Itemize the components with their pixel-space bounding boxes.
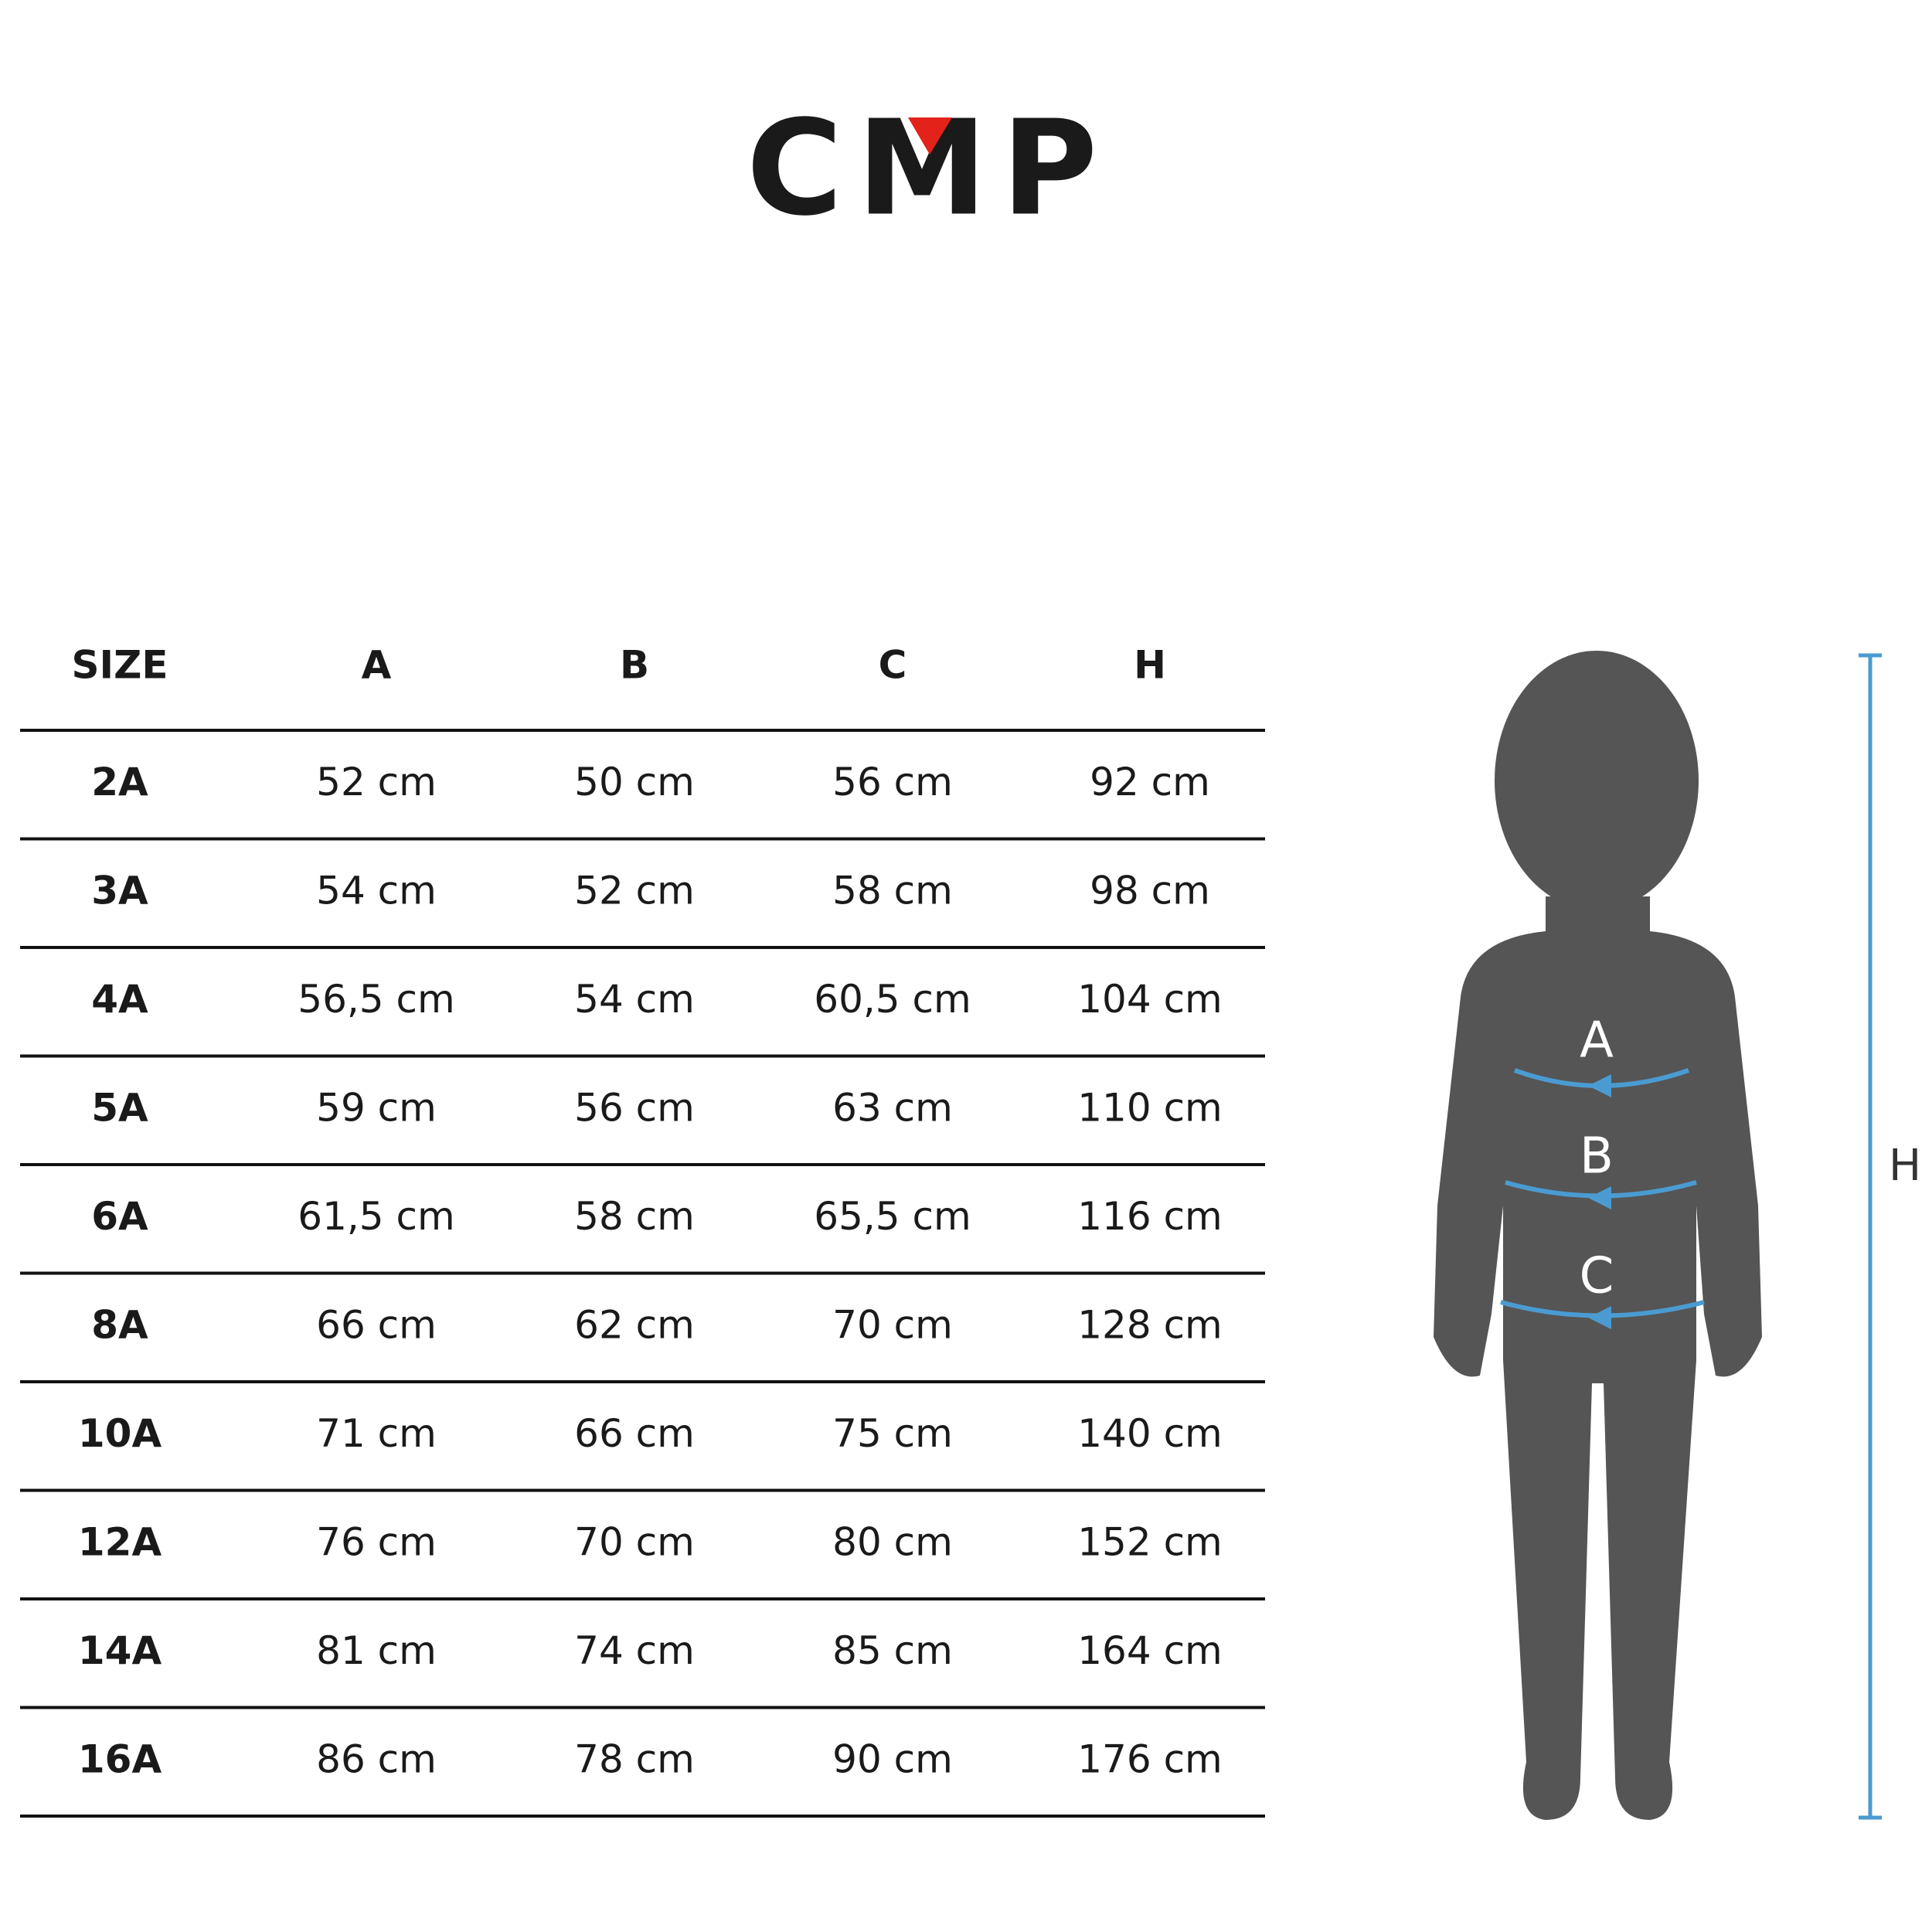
child-figure: A B C	[1434, 651, 1762, 1820]
measure-cell: 56,5 cm	[298, 977, 454, 1022]
measure-cell: 78 cm	[574, 1736, 695, 1781]
size-cell: 3A	[91, 868, 148, 913]
size-table: SIZE A B C H 2A 52 cm 50 cm 56 cm 92 cm 3A 54 cm 52 …	[20, 643, 1265, 1818]
measure-cell: 90 cm	[832, 1736, 953, 1781]
measure-cell: 80 cm	[832, 1519, 953, 1564]
measure-cell: 81 cm	[316, 1628, 437, 1673]
label-b: B	[1580, 1128, 1614, 1185]
size-cell: 6A	[91, 1194, 148, 1239]
height-label: H	[1889, 1141, 1921, 1191]
column-header: SIZE	[71, 643, 168, 688]
measure-cell: 116 cm	[1077, 1194, 1223, 1239]
column-header: H	[1134, 643, 1166, 688]
figure-body	[1434, 896, 1762, 1820]
measure-cell: 176 cm	[1077, 1736, 1223, 1781]
measure-cell: 70 cm	[574, 1519, 695, 1564]
measure-cell: 85 cm	[832, 1628, 953, 1673]
measure-cell: 66 cm	[316, 1302, 437, 1347]
size-cell: 10A	[78, 1411, 162, 1456]
measure-cell: 164 cm	[1077, 1628, 1223, 1673]
measure-cell: 98 cm	[1090, 868, 1210, 913]
brand-logo: CMP	[747, 92, 1112, 245]
size-cell: 8A	[91, 1302, 148, 1347]
measure-cell: 58 cm	[832, 868, 953, 913]
measure-cell: 76 cm	[316, 1519, 437, 1564]
size-cell: 14A	[78, 1628, 162, 1673]
logo: CMP	[747, 92, 1112, 245]
measure-cell: 65,5 cm	[814, 1194, 971, 1239]
arrow-a	[1588, 1074, 1611, 1097]
measure-cell: 104 cm	[1077, 977, 1223, 1022]
measure-cell: 63 cm	[832, 1085, 953, 1130]
column-header: B	[620, 643, 649, 688]
measure-cell: 74 cm	[574, 1628, 695, 1673]
label-a: A	[1580, 1012, 1614, 1070]
measure-cell: 75 cm	[832, 1411, 953, 1456]
measure-cell: 86 cm	[316, 1736, 437, 1781]
arrow-b	[1588, 1186, 1611, 1209]
size-cell: 12A	[78, 1519, 162, 1564]
measure-cell: 54 cm	[316, 868, 437, 913]
size-cell: 16A	[78, 1736, 162, 1781]
measure-cell: 60,5 cm	[814, 977, 971, 1022]
size-cell: 5A	[91, 1085, 148, 1130]
height-indicator: H	[1859, 653, 1921, 1820]
measure-cell: 66 cm	[574, 1411, 695, 1456]
column-header: C	[879, 643, 907, 688]
measure-cell: 61,5 cm	[298, 1194, 454, 1239]
measure-cell: 110 cm	[1077, 1085, 1223, 1130]
figure-head	[1495, 651, 1699, 910]
measure-cell: 140 cm	[1077, 1411, 1223, 1456]
measure-cell: 128 cm	[1077, 1302, 1223, 1347]
measure-cell: 152 cm	[1077, 1519, 1223, 1564]
measure-cell: 70 cm	[832, 1302, 953, 1347]
measure-cell: 56 cm	[832, 760, 953, 804]
measure-cell: 56 cm	[574, 1085, 695, 1130]
measure-cell: 52 cm	[574, 868, 695, 913]
size-cell: 2A	[91, 760, 148, 804]
measure-cell: 50 cm	[574, 760, 695, 804]
measure-cell: 58 cm	[574, 1194, 695, 1239]
measure-cell: 59 cm	[316, 1085, 437, 1130]
arrow-c	[1588, 1306, 1611, 1329]
measure-cell: 52 cm	[316, 760, 437, 804]
measure-cell: 71 cm	[316, 1411, 437, 1456]
logo-accent	[908, 117, 952, 155]
column-header: A	[362, 643, 392, 688]
measure-cell: 92 cm	[1090, 760, 1210, 804]
measure-cell: 54 cm	[574, 977, 695, 1022]
measure-cell: 62 cm	[574, 1302, 695, 1347]
size-cell: 4A	[91, 977, 148, 1022]
label-c: C	[1580, 1248, 1614, 1305]
